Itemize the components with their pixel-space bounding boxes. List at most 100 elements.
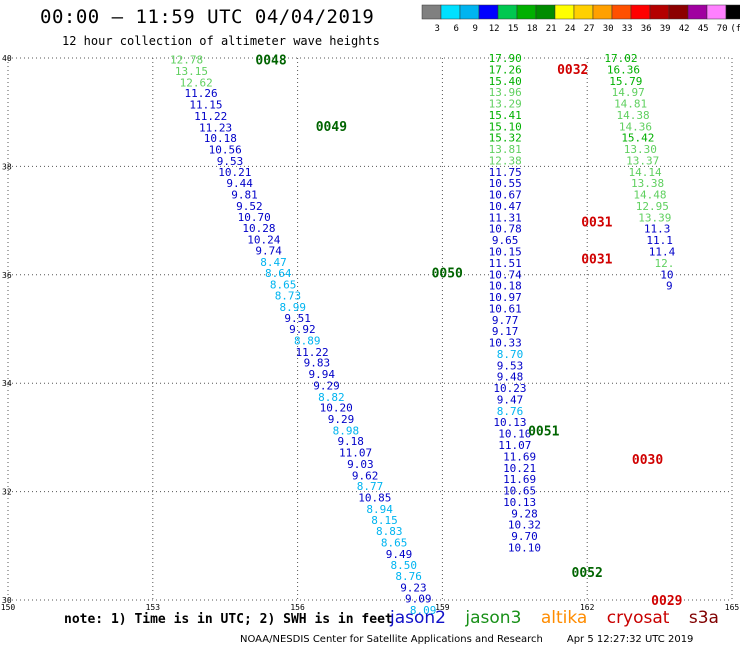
wave-height-point: 8.94 xyxy=(366,503,393,516)
wave-height-point: 9.70 xyxy=(511,530,538,543)
colorbar-swatch xyxy=(706,4,727,20)
colorbar-tick-label: 45 xyxy=(698,24,709,34)
pass-number-label: 0032 xyxy=(557,63,588,78)
wave-height-point: 8.99 xyxy=(280,301,307,314)
wave-height-point: 13.37 xyxy=(626,154,659,167)
wave-height-point: 10.10 xyxy=(498,428,531,441)
x-tick-label: 153 xyxy=(146,603,161,612)
y-tick-label: 36 xyxy=(2,271,12,280)
pass-number-label: 0051 xyxy=(528,424,559,439)
chart-subtitle: 12 hour collection of altimeter wave hei… xyxy=(62,34,380,48)
wave-height-point: 8.64 xyxy=(265,267,292,280)
wave-height-point: 15.41 xyxy=(489,109,522,122)
wave-height-point: 11.51 xyxy=(489,257,522,270)
wave-height-point: 10.56 xyxy=(209,144,242,157)
colorbar-swatch xyxy=(687,4,708,20)
legend-cryosat: cryosat xyxy=(606,608,670,628)
colorbar-tick-label: (ft) xyxy=(730,24,740,34)
wave-height-point: 11.07 xyxy=(339,447,372,460)
wave-height-point: 8.76 xyxy=(497,405,524,418)
wave-height-point: 8.70 xyxy=(497,348,524,361)
wave-height-point: 10.18 xyxy=(204,132,237,145)
y-tick-label: 30 xyxy=(2,596,12,605)
wave-height-point: 10.61 xyxy=(489,302,522,315)
wave-height-point: 17.26 xyxy=(489,63,522,76)
wave-height-point: 10.10 xyxy=(508,541,541,554)
colorbar-swatch xyxy=(440,4,461,20)
colorbar-swatch xyxy=(573,4,594,20)
wave-height-point: 9.92 xyxy=(289,323,316,336)
wave-height-point: 10.97 xyxy=(489,291,522,304)
wave-height-point: 11.4 xyxy=(649,245,676,258)
wave-height-point: 15.32 xyxy=(489,132,522,145)
wave-height-point: 15.40 xyxy=(489,75,522,88)
pass-number-label: 0048 xyxy=(255,54,286,69)
colorbar-swatch xyxy=(497,4,518,20)
wave-height-point: 9.29 xyxy=(313,379,340,392)
wave-height-point: 11.07 xyxy=(498,439,531,452)
y-tick-label: 34 xyxy=(2,379,12,388)
colorbar-tick-label: 36 xyxy=(641,24,652,34)
wave-height-point: 8.82 xyxy=(318,391,345,404)
wave-height-point: 12.78 xyxy=(170,54,203,67)
wave-height-point: 9.52 xyxy=(236,200,263,213)
colorbar-tick-label: 12 xyxy=(489,24,500,34)
wave-height-point: 10.55 xyxy=(489,177,522,190)
wave-height-point: 11.15 xyxy=(189,99,222,112)
pass-number-label: 0029 xyxy=(651,594,682,609)
chart-title: 00:00 – 11:59 UTC 04/04/2019 xyxy=(40,6,375,28)
wave-height-point: 14.36 xyxy=(619,120,652,133)
wave-height-point: 13.29 xyxy=(489,98,522,111)
wave-height-point: 10.74 xyxy=(489,268,522,281)
wave-height-point: 13.96 xyxy=(489,86,522,99)
wave-height-point: 11.3 xyxy=(644,223,671,236)
footer: NOAA/NESDIS Center for Satellite Applica… xyxy=(240,634,693,645)
wave-height-point: 10 xyxy=(660,268,673,281)
wave-height-point: 10.21 xyxy=(218,166,251,179)
wave-height-point: 10.24 xyxy=(247,234,280,247)
wave-height-point: 13.39 xyxy=(638,211,671,224)
wave-height-point: 15.10 xyxy=(489,120,522,133)
x-tick-label: 159 xyxy=(435,603,450,612)
colorbar-tick-label: 3 xyxy=(434,24,439,34)
colorbar-tick-label: 15 xyxy=(508,24,519,34)
pass-number-label: 0030 xyxy=(632,453,663,468)
wave-height-point: 10.18 xyxy=(489,280,522,293)
wave-height-point: 10.20 xyxy=(320,402,353,415)
wave-height-point: 10.70 xyxy=(238,211,271,224)
wave-height-point: 10.28 xyxy=(242,222,275,235)
wave-height-point: 9.03 xyxy=(347,458,374,471)
pass-number-label: 0050 xyxy=(432,267,463,282)
colorbar-tick-label: 9 xyxy=(472,24,477,34)
wave-height-point: 9.62 xyxy=(352,469,379,482)
wave-height-point: 9 xyxy=(666,280,673,293)
pass-number-label: 0031 xyxy=(581,253,612,268)
wave-height-point: 8.77 xyxy=(357,480,384,493)
wave-height-point: 8.15 xyxy=(371,514,398,527)
wave-height-point: 10.15 xyxy=(489,245,522,258)
wave-height-point: 11.1 xyxy=(646,234,673,247)
wave-height-point: 8.83 xyxy=(376,525,403,538)
wave-height-point: 10.47 xyxy=(489,200,522,213)
colorbar-swatch xyxy=(516,4,537,20)
y-tick-label: 40 xyxy=(2,54,12,63)
wave-height-point: 10.23 xyxy=(493,382,526,395)
colorbar-tick-label: 18 xyxy=(527,24,538,34)
wave-height-point: 8.73 xyxy=(275,289,302,302)
colorbar-tick-label: 39 xyxy=(660,24,671,34)
wave-height-point: 9.74 xyxy=(255,244,282,257)
y-tick-label: 38 xyxy=(2,162,12,171)
wave-height-point: 13.15 xyxy=(175,65,208,78)
wave-height-point: 8.65 xyxy=(381,537,408,550)
colorbar-swatch xyxy=(459,4,480,20)
pass-number-label: 0031 xyxy=(581,216,612,231)
wave-height-point: 10.78 xyxy=(489,223,522,236)
wave-height-point: 8.50 xyxy=(391,559,418,572)
satellite-legend: jason2 jason3 altika cryosat s3a xyxy=(390,608,733,628)
wave-height-point: 16.36 xyxy=(607,63,640,76)
footer-time: Apr 5 12:27:32 UTC 2019 xyxy=(566,634,694,645)
wave-height-point: 13.38 xyxy=(631,177,664,190)
colorbar-swatch xyxy=(535,4,556,20)
colorbar-tick-label: 6 xyxy=(453,24,458,34)
